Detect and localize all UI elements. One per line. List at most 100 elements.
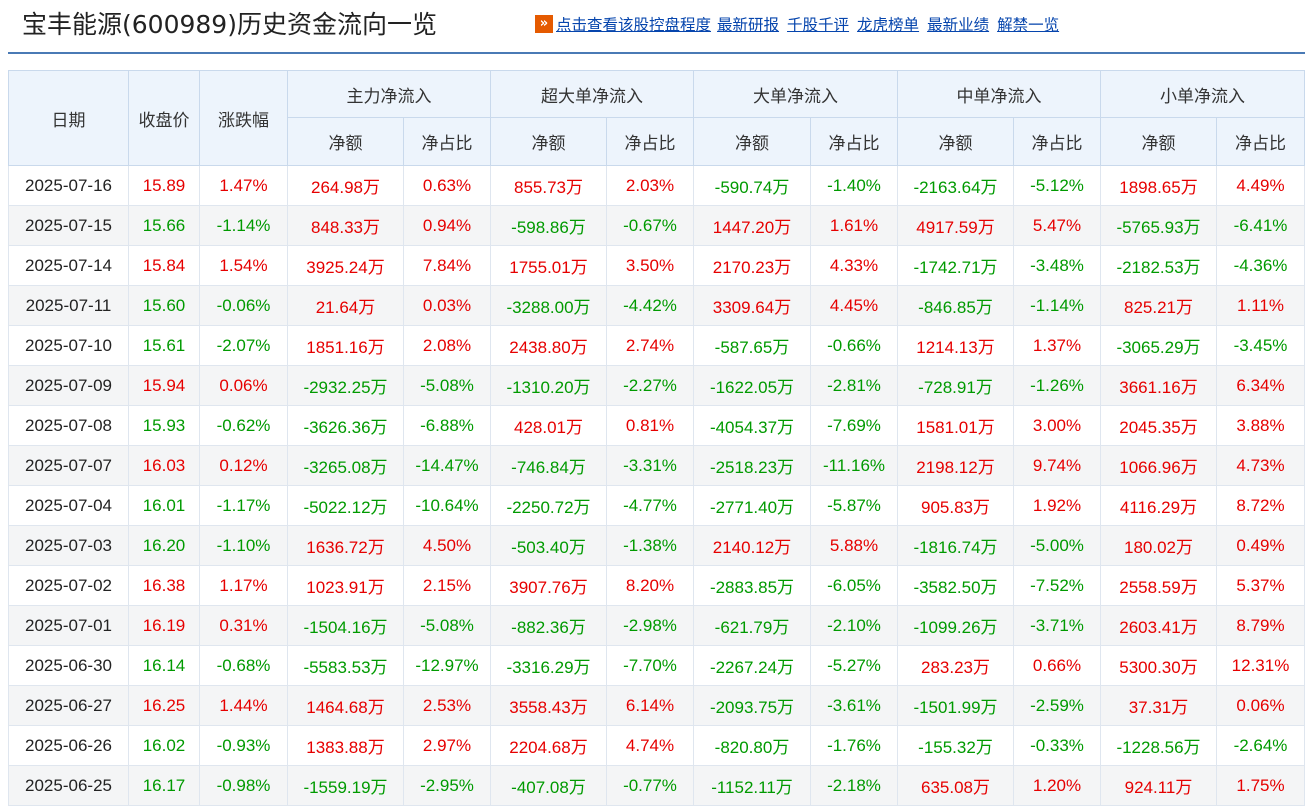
cell-l-amount: -2518.23万 [693,445,811,486]
cell-s-amount: 2558.59万 [1100,565,1217,606]
cell-main-ratio: -14.47% [403,445,491,486]
cell-close: 15.84 [128,245,200,286]
cell-l-amount: -587.65万 [693,325,811,366]
header-ratio[interactable]: 净占比 [403,117,491,166]
cell-close: 16.19 [128,605,200,646]
cell-s-amount: 37.31万 [1100,685,1217,726]
cell-s-amount: 825.21万 [1100,285,1217,326]
cell-date: 2025-06-26 [8,725,129,766]
header-close[interactable]: 收盘价 [128,70,200,166]
table-row: 2025-07-10 15.61 -2.07% 1851.16万 2.08% 2438.8… [8,325,1305,366]
cell-s-ratio: 8.72% [1216,485,1305,526]
cell-s-ratio: 5.37% [1216,565,1305,606]
cell-m-amount: 635.08万 [897,765,1014,806]
cell-main-ratio: -2.95% [403,765,491,806]
header-amount[interactable]: 净额 [897,117,1014,166]
cell-xl-amount: -407.08万 [490,765,607,806]
link-control-degree[interactable]: 点击查看该股控盘程度 [556,16,712,34]
cell-l-ratio: 4.45% [810,285,898,326]
table-row: 2025-07-03 16.20 -1.10% 1636.72万 4.50% -503.4… [8,525,1305,566]
cell-xl-amount: 1755.01万 [490,245,607,286]
cell-change: -1.14% [199,205,288,246]
cell-main-amount: -5583.53万 [287,645,404,686]
cell-change: -1.17% [199,485,288,526]
cell-xl-amount: 3907.76万 [490,565,607,606]
cell-xl-amount: -3288.00万 [490,285,607,326]
cell-xl-ratio: -0.67% [606,205,694,246]
header-amount[interactable]: 净额 [490,117,607,166]
link-latest-earnings[interactable]: 最新业绩 [927,16,990,34]
cell-xl-ratio: 3.50% [606,245,694,286]
header-s-inflow: 小单净流入 [1100,70,1305,118]
cell-change: 1.54% [199,245,288,286]
cell-m-ratio: -3.48% [1013,245,1101,286]
header-ratio[interactable]: 净占比 [810,117,898,166]
cell-main-amount: 21.64万 [287,285,404,326]
cell-xl-amount: -746.84万 [490,445,607,486]
table-row: 2025-07-11 15.60 -0.06% 21.64万 0.03% -3288.00… [8,285,1305,326]
cell-change: -1.10% [199,525,288,566]
table-row: 2025-07-16 15.89 1.47% 264.98万 0.63% 855.73万 2… [8,165,1305,206]
cell-main-ratio: 0.94% [403,205,491,246]
cell-xl-ratio: -7.70% [606,645,694,686]
cell-main-ratio: 2.97% [403,725,491,766]
link-latest-research[interactable]: 最新研报 [717,16,780,34]
header-ratio[interactable]: 净占比 [606,117,694,166]
cell-date: 2025-06-30 [8,645,129,686]
cell-s-ratio: -4.36% [1216,245,1305,286]
cell-l-ratio: -1.40% [810,165,898,206]
cell-close: 15.66 [128,205,200,246]
cell-change: -0.98% [199,765,288,806]
cell-xl-amount: -3316.29万 [490,645,607,686]
cell-l-amount: -590.74万 [693,165,811,206]
header-amount[interactable]: 净额 [287,117,404,166]
cell-date: 2025-06-25 [8,765,129,806]
cell-m-ratio: 9.74% [1013,445,1101,486]
header-amount[interactable]: 净额 [1100,117,1217,166]
cell-l-amount: 2140.12万 [693,525,811,566]
cell-m-ratio: -1.26% [1013,365,1101,406]
cell-main-ratio: 2.15% [403,565,491,606]
cell-change: -0.62% [199,405,288,446]
cell-date: 2025-07-14 [8,245,129,286]
cell-xl-amount: 3558.43万 [490,685,607,726]
cell-l-amount: -1622.05万 [693,365,811,406]
cell-s-amount: -2182.53万 [1100,245,1217,286]
cell-main-amount: 3925.24万 [287,245,404,286]
cell-main-ratio: -5.08% [403,605,491,646]
cell-l-amount: 2170.23万 [693,245,811,286]
cell-main-ratio: 2.08% [403,325,491,366]
header-change[interactable]: 涨跌幅 [199,70,288,166]
cell-l-ratio: -1.76% [810,725,898,766]
cell-s-ratio: 12.31% [1216,645,1305,686]
fund-flow-table: 日期 收盘价 涨跌幅 主力净流入 超大单净流入 大单净流入 中单净流入 小单净流… [8,70,1305,806]
page-title: 宝丰能源(600989)历史资金流向一览 [22,10,437,39]
cell-close: 15.61 [128,325,200,366]
header-ratio[interactable]: 净占比 [1216,117,1305,166]
cell-date: 2025-07-11 [8,285,129,326]
cell-m-amount: -2163.64万 [897,165,1014,206]
table-row: 2025-07-02 16.38 1.17% 1023.91万 2.15% 3907.76… [8,565,1305,606]
cell-xl-amount: 428.01万 [490,405,607,446]
cell-close: 16.20 [128,525,200,566]
quick-links: » 点击查看该股控盘程度 最新研报 千股千评 龙虎榜单 最新业绩 解禁一览 [535,13,1067,35]
link-dragon-tiger-list[interactable]: 龙虎榜单 [857,16,920,34]
cell-l-ratio: -3.61% [810,685,898,726]
cell-main-ratio: -12.97% [403,645,491,686]
link-unlock-list[interactable]: 解禁一览 [997,16,1060,34]
cell-s-ratio: -6.41% [1216,205,1305,246]
cell-l-amount: -4054.37万 [693,405,811,446]
cell-m-amount: 1581.01万 [897,405,1014,446]
cell-date: 2025-07-04 [8,485,129,526]
cell-main-ratio: 7.84% [403,245,491,286]
cell-m-ratio: -0.33% [1013,725,1101,766]
cell-l-ratio: -2.18% [810,765,898,806]
cell-main-amount: 1383.88万 [287,725,404,766]
header-amount[interactable]: 净额 [693,117,811,166]
cell-change: 1.17% [199,565,288,606]
header-date[interactable]: 日期 [8,70,129,166]
header-ratio[interactable]: 净占比 [1013,117,1101,166]
header-xl-inflow: 超大单净流入 [490,70,694,118]
cell-main-amount: -3626.36万 [287,405,404,446]
link-stock-review[interactable]: 千股千评 [787,16,850,34]
